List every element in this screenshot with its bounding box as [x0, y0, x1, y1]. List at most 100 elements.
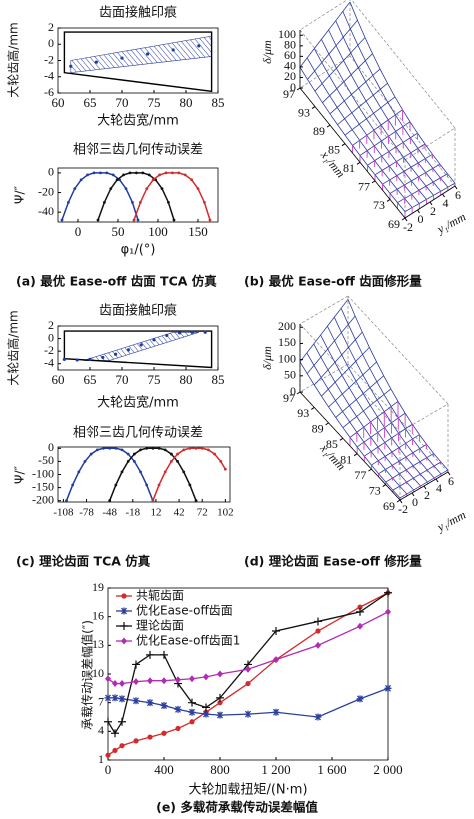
te-point	[92, 171, 96, 175]
path-point	[152, 338, 156, 342]
x-tick-label: 73	[373, 198, 385, 212]
mesh-line	[374, 143, 426, 176]
te-point	[139, 448, 142, 452]
te-point	[105, 171, 109, 175]
te-point	[158, 173, 162, 177]
z-tick-label: 80	[284, 38, 296, 52]
te-point	[190, 178, 194, 182]
te-point	[102, 446, 105, 450]
x-tick-label: 97	[283, 391, 295, 405]
marker	[384, 684, 392, 692]
te-point	[114, 483, 118, 487]
marker	[357, 604, 363, 610]
te-point	[167, 200, 170, 204]
y-tick-label: 4	[443, 196, 449, 210]
y-tick	[423, 485, 427, 490]
te-point	[194, 446, 198, 450]
te-point	[89, 452, 93, 456]
x-tick	[325, 422, 329, 426]
marker	[357, 622, 363, 630]
x-axis	[299, 87, 406, 219]
path-point	[88, 357, 92, 361]
x-tick-label: 89	[312, 422, 324, 436]
x-tick	[341, 143, 346, 147]
marker	[175, 676, 181, 684]
te-point	[120, 470, 124, 474]
x-tick-label: 97	[283, 87, 295, 101]
x-tick-label: 150	[188, 224, 208, 239]
box-edge	[347, 363, 449, 473]
marker	[188, 698, 196, 707]
mesh-line	[382, 153, 433, 185]
te-point	[145, 446, 149, 450]
x-tick-label: 102	[217, 507, 234, 519]
mesh-line	[352, 109, 403, 146]
marker	[111, 694, 119, 702]
x-tick-label: 60	[52, 95, 65, 110]
caption: (c) 理论齿面 TCA 仿真	[16, 554, 151, 569]
x-tick-label: 0	[105, 762, 112, 777]
chart-title: 齿面接触印痕	[99, 5, 177, 21]
contact-zone	[70, 35, 212, 74]
caption: (d) 理论齿面 Ease-off 修形量	[244, 554, 422, 569]
te-point	[188, 446, 192, 450]
z-axis-label: δ/μm	[260, 40, 274, 64]
te-point	[163, 448, 167, 452]
y-tick	[435, 478, 439, 483]
te-point	[108, 499, 112, 503]
marker	[356, 607, 364, 616]
box-edge	[351, 0, 456, 129]
mesh-line	[359, 121, 411, 156]
plot-frame	[57, 325, 219, 371]
marker	[119, 680, 125, 688]
te-point	[169, 460, 173, 463]
path-point	[94, 60, 98, 64]
te-point	[79, 178, 83, 182]
y-axis-label: Ψ/″	[13, 186, 27, 204]
y-tick-label: -4	[44, 69, 54, 83]
marker	[189, 675, 195, 683]
marker	[105, 752, 111, 758]
te-point	[108, 446, 112, 450]
x-tick	[326, 124, 331, 128]
mesh-line	[322, 53, 373, 103]
x-axis-label: 大轮加载扭矩/(N·m)	[188, 783, 307, 798]
te-point	[169, 452, 173, 456]
y-tick-label: -40	[38, 204, 54, 218]
x-tick-label: 85	[326, 437, 338, 451]
marker	[146, 650, 154, 659]
caption: (a) 最优 Ease-off 齿面 TCA 仿真	[16, 274, 217, 289]
x-tick-label: -108	[53, 507, 74, 519]
x-tick	[371, 180, 376, 184]
x-tick-label: 81	[343, 161, 355, 175]
mesh-line	[389, 163, 441, 194]
te-point	[120, 448, 124, 452]
legend-marker	[121, 637, 127, 645]
y-axis-label: 大轮齿高/mm	[6, 310, 21, 385]
marker	[244, 710, 252, 718]
marker	[203, 673, 209, 681]
te-point	[196, 187, 200, 191]
te-point	[176, 452, 179, 456]
te-point	[111, 173, 115, 177]
y-tick-label: -6	[44, 85, 54, 99]
z-tick-label: 200	[278, 319, 296, 333]
mesh-line	[371, 434, 420, 466]
y-axis-label: y₁/mm	[434, 507, 468, 534]
y-tick-label: 0	[48, 440, 54, 454]
mesh-line	[329, 68, 381, 115]
x-tick-label: 42	[174, 507, 185, 519]
plot-frame	[57, 167, 219, 223]
marker	[161, 730, 167, 736]
te-point	[114, 446, 118, 450]
path-point	[120, 56, 124, 60]
box-edge	[299, 323, 401, 433]
marker	[188, 708, 196, 716]
x-axis-label: φ₁/(°)	[121, 243, 156, 258]
te-point	[151, 446, 155, 450]
te-point	[122, 173, 125, 177]
path-point	[203, 330, 207, 334]
te-point	[139, 470, 142, 474]
marker	[118, 695, 126, 703]
te-point	[124, 187, 128, 191]
